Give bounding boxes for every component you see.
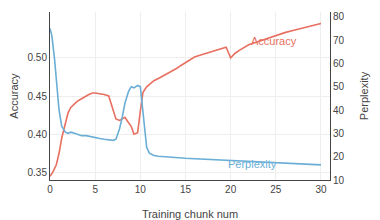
svg-text:50: 50: [333, 81, 345, 92]
svg-text:80: 80: [333, 11, 345, 22]
svg-text:30: 30: [333, 128, 345, 139]
svg-text:15: 15: [180, 184, 192, 195]
svg-text:Accuracy: Accuracy: [251, 35, 297, 47]
svg-text:0.40: 0.40: [28, 129, 48, 140]
svg-text:0: 0: [47, 184, 53, 195]
svg-text:60: 60: [333, 58, 345, 69]
svg-text:40: 40: [333, 105, 345, 116]
svg-text:Training chunk num: Training chunk num: [142, 208, 238, 220]
svg-text:0.50: 0.50: [28, 52, 48, 63]
svg-text:10: 10: [333, 175, 345, 186]
svg-text:10: 10: [135, 184, 147, 195]
svg-text:70: 70: [333, 35, 345, 46]
svg-text:20: 20: [225, 184, 237, 195]
svg-text:30: 30: [315, 184, 327, 195]
svg-text:25: 25: [270, 184, 282, 195]
svg-text:Perplexity: Perplexity: [228, 158, 277, 170]
svg-text:0.35: 0.35: [28, 167, 48, 178]
svg-text:5: 5: [92, 184, 98, 195]
svg-text:20: 20: [333, 151, 345, 162]
svg-text:Accuracy: Accuracy: [8, 73, 20, 119]
svg-text:Perplexity: Perplexity: [358, 71, 370, 120]
svg-text:0.45: 0.45: [28, 91, 48, 102]
